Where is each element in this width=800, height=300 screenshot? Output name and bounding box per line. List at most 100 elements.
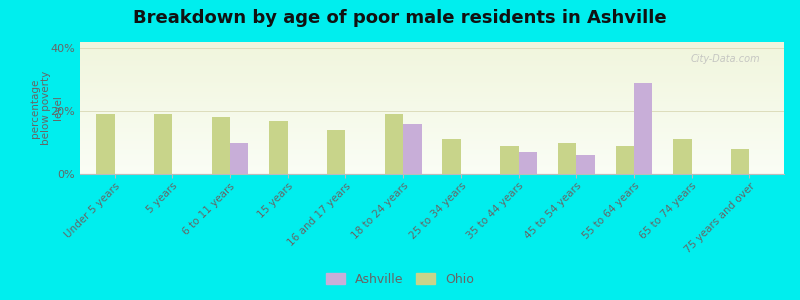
- Bar: [80, 44, 784, 45]
- Bar: [80, 52, 784, 53]
- Bar: [80, 81, 784, 82]
- Bar: [80, 124, 784, 125]
- Bar: [80, 85, 784, 86]
- Bar: [80, 106, 784, 107]
- Bar: [80, 97, 784, 98]
- Bar: [230, 142, 249, 174]
- Bar: [80, 46, 784, 47]
- Bar: [80, 154, 784, 155]
- Bar: [80, 147, 784, 148]
- Bar: [80, 87, 784, 88]
- Bar: [80, 93, 784, 94]
- Bar: [615, 146, 634, 174]
- Bar: [80, 145, 784, 146]
- Bar: [80, 139, 784, 140]
- Bar: [80, 144, 784, 145]
- Text: City-Data.com: City-Data.com: [690, 54, 760, 64]
- Bar: [80, 82, 784, 83]
- Bar: [80, 118, 784, 119]
- Bar: [80, 121, 784, 122]
- Bar: [80, 128, 784, 129]
- Bar: [80, 48, 784, 49]
- Bar: [270, 121, 288, 174]
- Bar: [80, 116, 784, 117]
- Bar: [80, 171, 784, 172]
- Bar: [80, 126, 784, 127]
- Bar: [80, 94, 784, 95]
- Bar: [674, 140, 692, 174]
- Bar: [80, 59, 784, 60]
- Bar: [80, 162, 784, 163]
- Bar: [80, 69, 784, 70]
- Bar: [80, 142, 784, 143]
- Bar: [80, 160, 784, 161]
- Bar: [80, 110, 784, 111]
- Bar: [80, 173, 784, 174]
- Bar: [80, 150, 784, 151]
- Bar: [80, 130, 784, 131]
- Bar: [80, 167, 784, 168]
- Bar: [731, 149, 750, 174]
- Bar: [80, 107, 784, 108]
- Bar: [80, 131, 784, 132]
- Bar: [80, 138, 784, 139]
- Bar: [80, 64, 784, 65]
- Bar: [80, 70, 784, 71]
- Bar: [80, 45, 784, 46]
- Bar: [80, 49, 784, 50]
- Bar: [80, 151, 784, 152]
- Bar: [80, 164, 784, 165]
- Bar: [327, 130, 346, 174]
- Bar: [80, 109, 784, 110]
- Bar: [80, 146, 784, 147]
- Bar: [80, 66, 784, 67]
- Bar: [80, 143, 784, 144]
- Text: Breakdown by age of poor male residents in Ashville: Breakdown by age of poor male residents …: [133, 9, 667, 27]
- Bar: [558, 142, 576, 174]
- Bar: [80, 78, 784, 79]
- Bar: [80, 152, 784, 153]
- Bar: [80, 133, 784, 134]
- Bar: [80, 157, 784, 158]
- Bar: [80, 65, 784, 66]
- Bar: [80, 141, 784, 142]
- Bar: [80, 67, 784, 68]
- Bar: [80, 163, 784, 164]
- Bar: [403, 124, 422, 174]
- Bar: [80, 103, 784, 104]
- Bar: [96, 114, 114, 174]
- Bar: [80, 57, 784, 58]
- Bar: [80, 112, 784, 113]
- Bar: [80, 102, 784, 103]
- Y-axis label: percentage
below poverty
level: percentage below poverty level: [30, 71, 63, 145]
- Legend: Ashville, Ohio: Ashville, Ohio: [322, 268, 478, 291]
- Bar: [80, 104, 784, 105]
- Bar: [80, 140, 784, 141]
- Bar: [80, 89, 784, 90]
- Bar: [80, 74, 784, 75]
- Bar: [80, 153, 784, 154]
- Bar: [518, 152, 537, 174]
- Bar: [211, 117, 230, 174]
- Bar: [80, 136, 784, 137]
- Bar: [80, 47, 784, 48]
- Bar: [80, 63, 784, 64]
- Bar: [80, 54, 784, 55]
- Bar: [80, 149, 784, 150]
- Bar: [80, 172, 784, 173]
- Bar: [80, 127, 784, 128]
- Bar: [80, 92, 784, 93]
- Bar: [80, 62, 784, 63]
- Bar: [80, 61, 784, 62]
- Bar: [80, 72, 784, 73]
- Bar: [80, 158, 784, 159]
- Bar: [80, 98, 784, 99]
- Bar: [80, 51, 784, 52]
- Bar: [80, 137, 784, 138]
- Bar: [80, 68, 784, 69]
- Bar: [80, 117, 784, 118]
- Bar: [80, 90, 784, 91]
- Bar: [80, 156, 784, 157]
- Bar: [80, 101, 784, 102]
- Bar: [80, 75, 784, 76]
